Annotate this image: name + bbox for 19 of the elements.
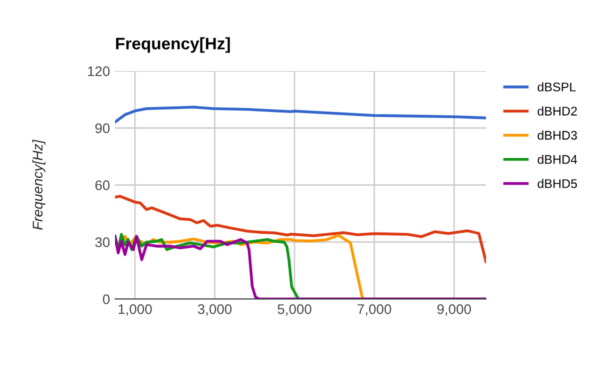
x-tick-label: 3,000	[198, 304, 232, 316]
x-tick-label: 1,000	[118, 304, 152, 316]
y-axis-title: Frequency[Hz]	[32, 140, 46, 230]
y-tick-label: 120	[88, 66, 110, 76]
x-tick-label: 5,000	[278, 304, 312, 316]
legend-label: dBHD5	[538, 178, 577, 188]
y-tick-label: 30	[95, 237, 110, 248]
legend-label: dBHD4	[538, 154, 578, 164]
x-tick-label: 7,000	[358, 304, 392, 316]
legend-label: dBSPL	[538, 82, 576, 92]
y-tick-label: 90	[95, 123, 110, 134]
chart-title: Frequency[Hz]	[116, 37, 230, 53]
legend-label: dBHD2	[538, 106, 577, 116]
y-tick-label: 0	[102, 294, 110, 304]
line-series	[115, 194, 486, 264]
legend-label: dBHD3	[538, 130, 577, 140]
y-tick-label: 60	[95, 180, 110, 190]
line-series	[115, 106, 486, 124]
x-tick-label: 9,000	[437, 304, 471, 316]
